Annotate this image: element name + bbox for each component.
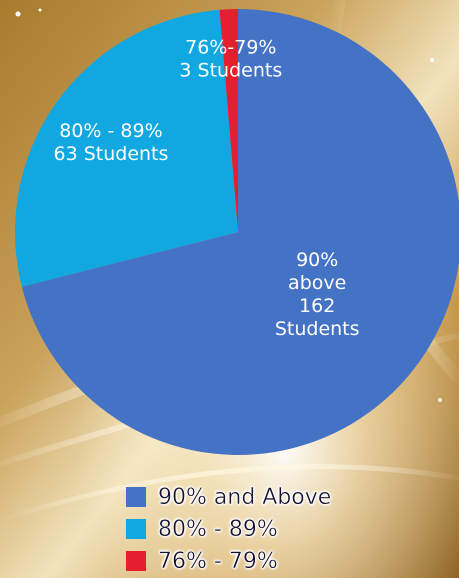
legend-swatch-light-blue (126, 519, 146, 539)
slice-label-line: 90% (296, 249, 338, 271)
slice-90-above (21, 9, 459, 455)
slice-label-80-89: 80% - 89% 63 Students (53, 120, 168, 165)
slice-80-89 (15, 9, 239, 287)
slice-label-90-above: 90% above 162 Students (275, 249, 360, 340)
slice-label-line: Students (275, 318, 360, 340)
legend-label: 80% - 89% (158, 516, 278, 542)
legend-label: 76% - 79% (158, 548, 278, 574)
legend-swatch-red (126, 551, 146, 571)
slice-label-line: 63 Students (53, 143, 168, 165)
legend-item-90-above: 90% and Above (126, 481, 426, 513)
legend-item-76-79: 76% - 79% (126, 545, 426, 577)
slice-label-76-79: 76%-79% 3 Students (179, 37, 282, 82)
legend-label: 90% and Above (158, 484, 332, 510)
slice-label-line: 3 Students (179, 60, 282, 82)
slice-label-line: 80% - 89% (59, 120, 162, 142)
slice-label-line: 76%-79% (185, 37, 276, 59)
slice-label-line: above (288, 272, 346, 294)
legend-item-80-89: 80% - 89% (126, 513, 426, 545)
slice-label-line: 162 (299, 295, 335, 317)
slice-76-79 (219, 9, 238, 232)
chart-legend: 90% and Above 80% - 89% 76% - 79% (126, 481, 426, 577)
legend-swatch-blue (126, 487, 146, 507)
